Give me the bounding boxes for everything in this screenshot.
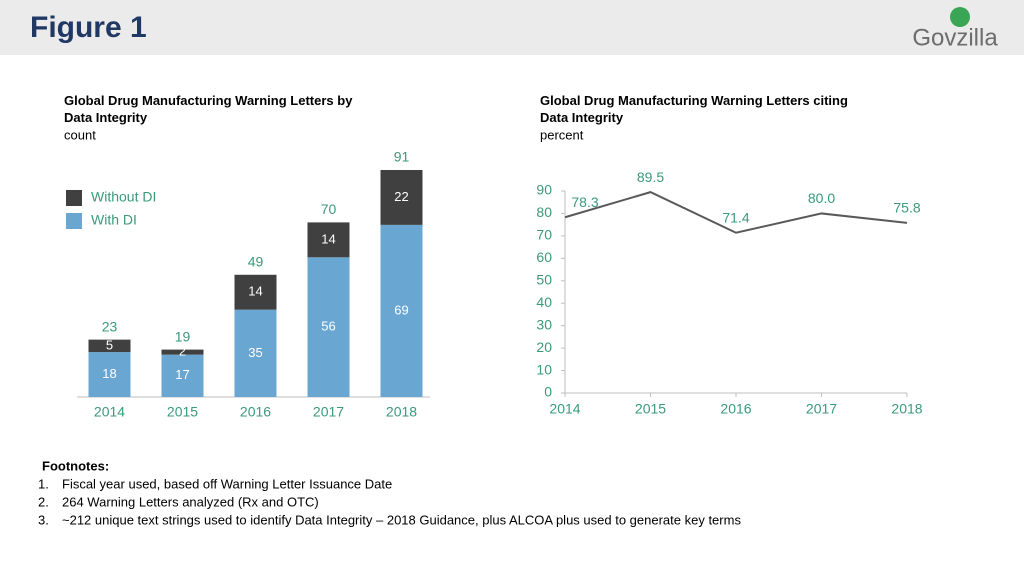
x-tick-label: 2016 [720, 401, 751, 417]
logo: Govzilla [912, 24, 998, 51]
data-label: 89.5 [637, 169, 664, 185]
legend-label: Without DI [91, 189, 156, 205]
line-series [564, 191, 908, 234]
y-tick-label: 30 [536, 316, 552, 332]
legend-swatch [66, 190, 82, 206]
data-label: 69 [394, 302, 408, 317]
x-tick-label: 2016 [240, 404, 271, 420]
data-label: 78.3 [571, 194, 598, 210]
bar-segment [88, 352, 131, 397]
footnote-text: Fiscal year used, based off Warning Lett… [62, 476, 392, 491]
y-tick-label: 20 [536, 339, 552, 355]
y-tick-label: 10 [536, 361, 552, 377]
data-label: 35 [248, 345, 262, 360]
footnote-marker: 1. [38, 476, 49, 491]
data-label: 80.0 [808, 190, 835, 206]
total-label: 23 [102, 318, 118, 334]
data-label: 14 [248, 284, 262, 299]
data-label: 18 [102, 366, 116, 381]
bar-segment [88, 339, 131, 353]
data-label: 75.8 [893, 200, 920, 216]
bar-segment [234, 274, 277, 310]
y-tick-label: 50 [536, 271, 552, 287]
data-label: 14 [321, 231, 335, 246]
chart-subtitle: percent [540, 127, 584, 142]
x-tick-label: 2017 [806, 401, 837, 417]
footnote-heading: Footnotes: [42, 458, 109, 473]
legend-label: With DI [91, 212, 137, 228]
data-label: 17 [175, 367, 189, 382]
bar-segment [161, 354, 204, 397]
footnote-text: ~212 unique text strings used to identif… [62, 512, 741, 527]
bar-segment [380, 170, 423, 225]
data-label: 5 [106, 337, 113, 352]
footnote-marker: 3. [38, 512, 49, 527]
x-tick-label: 2018 [386, 404, 417, 420]
bar-segment [234, 309, 277, 397]
total-label: 49 [248, 253, 264, 269]
bar-segment [307, 257, 350, 397]
x-tick-label: 2014 [549, 401, 580, 417]
footnote-text: 264 Warning Letters analyzed (Rx and OTC… [62, 494, 319, 509]
total-label: 70 [321, 201, 337, 217]
data-label: 2 [179, 344, 186, 359]
total-label: 91 [394, 149, 410, 165]
y-tick-label: 90 [536, 182, 552, 198]
data-label: 71.4 [722, 209, 749, 225]
x-tick-label: 2015 [167, 404, 198, 420]
bar-segment [380, 224, 423, 397]
chart-title: Global Drug Manufacturing Warning Letter… [64, 93, 353, 125]
data-label: 22 [394, 189, 408, 204]
y-tick-label: 70 [536, 227, 552, 243]
bar-segment [307, 222, 350, 258]
footnote-marker: 2. [38, 494, 49, 509]
x-tick-label: 2014 [94, 404, 125, 420]
chart-title: Global Drug Manufacturing Warning Letter… [540, 93, 848, 125]
x-tick-label: 2018 [891, 401, 922, 417]
total-label: 19 [175, 328, 191, 344]
x-tick-label: 2015 [635, 401, 666, 417]
chart-subtitle: count [64, 127, 96, 142]
legend-swatch [66, 213, 82, 229]
y-tick-label: 80 [536, 204, 552, 220]
bar-segment [161, 349, 204, 355]
x-tick-label: 2017 [313, 404, 344, 420]
header-band [0, 0, 1024, 55]
logo-icon [950, 7, 970, 27]
data-label: 56 [321, 319, 335, 334]
y-tick-label: 40 [536, 294, 552, 310]
y-tick-label: 60 [536, 249, 552, 265]
y-tick-label: 0 [544, 384, 552, 400]
header-title: Figure 1 [30, 11, 147, 44]
